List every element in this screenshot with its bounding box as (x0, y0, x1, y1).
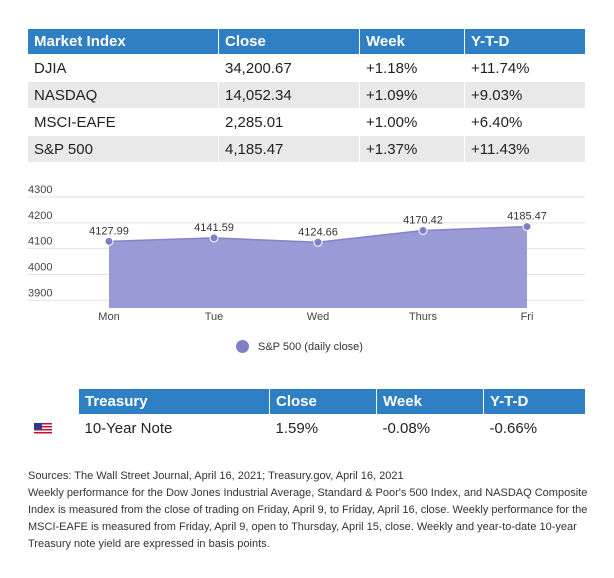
index-week: +1.18% (359, 54, 465, 82)
footnotes: Sources: The Wall Street Journal, April … (28, 468, 593, 553)
table-row: NASDAQ 14,052.34 +1.09% +9.03% (28, 81, 585, 109)
treasury-table: Treasury Close Week Y-T-D 10-Year Note 1… (28, 389, 585, 442)
header-ytd: Y-T-D (483, 389, 585, 414)
treasury-ytd: -0.66% (489, 419, 538, 437)
data-point (522, 222, 532, 232)
index-week: +1.37% (359, 135, 465, 162)
index-close: 34,200.67 (218, 54, 360, 82)
index-ytd: +9.03% (464, 81, 585, 109)
chart-svg: 4300 4200 4100 4000 3900 4127.99 Mon 4141.59 Tue… (28, 184, 585, 323)
index-ytd: +11.43% (464, 135, 585, 162)
legend-marker (236, 340, 249, 353)
index-week: +1.09% (359, 81, 465, 109)
market-index-table: Market Index Close Week Y-T-D DJIA 34,20… (28, 29, 585, 162)
data-label: 4170.42 (403, 214, 443, 226)
data-label: 4185.47 (507, 211, 547, 223)
treasury-week: -0.08% (382, 419, 431, 437)
index-ytd: +6.40% (464, 108, 585, 136)
market-table-header: Market Index Close Week Y-T-D (28, 29, 585, 55)
data-label: 4127.99 (89, 225, 129, 237)
y-tick-label: 4000 (28, 261, 52, 273)
header-week: Week (376, 389, 484, 414)
header-close: Close (269, 389, 377, 414)
header-close: Close (218, 29, 360, 55)
index-close: 14,052.34 (218, 81, 360, 109)
header-treasury: Treasury (78, 389, 270, 414)
area-fill (109, 226, 527, 308)
index-ytd: +11.74% (464, 54, 585, 82)
index-name: S&P 500 (28, 135, 219, 162)
data-label: 4141.59 (194, 222, 234, 234)
legend-label: S&P 500 (daily close) (258, 340, 363, 353)
treasury-name: 10-Year Note (84, 419, 173, 437)
chart-legend: S&P 500 (daily close) (236, 340, 363, 353)
sources-note: Sources: The Wall Street Journal, April … (28, 470, 404, 482)
index-close: 2,285.01 (218, 108, 360, 136)
index-close: 4,185.47 (218, 135, 360, 162)
x-tick-label: Mon (98, 311, 119, 323)
x-tick-label: Fri (521, 311, 534, 323)
treasury-table-header: Treasury Close Week Y-T-D (28, 389, 585, 414)
y-tick-label: 3900 (28, 287, 52, 299)
x-tick-label: Tue (205, 311, 224, 323)
index-week: +1.00% (359, 108, 465, 136)
y-tick-label: 4100 (28, 236, 52, 248)
y-tick-label: 4200 (28, 210, 52, 222)
index-name: MSCI-EAFE (28, 108, 219, 136)
table-row: MSCI-EAFE 2,285.01 +1.00% +6.40% (28, 108, 585, 136)
y-tick-label: 4300 (28, 184, 52, 196)
header-market-index: Market Index (28, 29, 219, 55)
data-point (418, 225, 428, 235)
index-name: DJIA (28, 54, 219, 82)
index-name: NASDAQ (28, 81, 219, 109)
header-ytd: Y-T-D (464, 29, 585, 55)
treasury-close: 1.59% (275, 419, 319, 437)
flag-cell (28, 414, 79, 442)
table-row: S&P 500 4,185.47 +1.37% +11.43% (28, 135, 585, 162)
data-point (313, 237, 323, 247)
header-flag (28, 389, 79, 414)
table-row: 10-Year Note 1.59% -0.08% -0.66% (28, 414, 585, 442)
x-tick-label: Wed (307, 311, 329, 323)
data-label: 4124.66 (298, 226, 338, 238)
header-week: Week (359, 29, 465, 55)
sp500-area-chart: 4300 4200 4100 4000 3900 4127.99 Mon 4141.59 Tue… (0, 180, 614, 370)
data-point (209, 233, 219, 243)
table-row: DJIA 34,200.67 +1.18% +11.74% (28, 54, 585, 82)
us-flag-icon (34, 422, 52, 435)
data-point (104, 236, 114, 246)
methodology-note: Weekly performance for the Dow Jones Ind… (28, 487, 588, 550)
x-tick-label: Thurs (409, 311, 438, 323)
